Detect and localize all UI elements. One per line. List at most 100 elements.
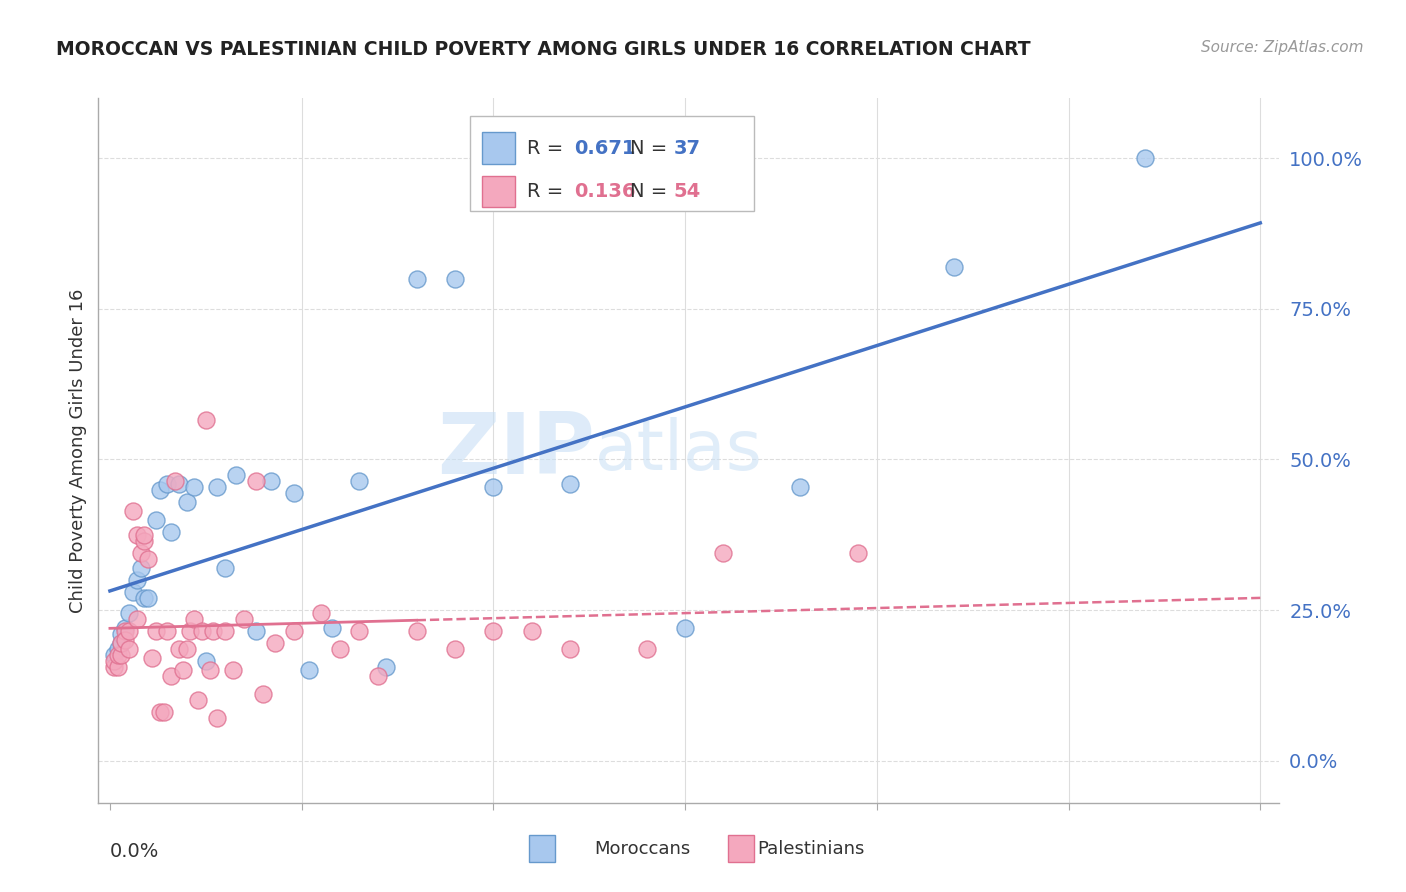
Point <box>134 591 156 605</box>
Point <box>167 642 190 657</box>
Text: Palestinians: Palestinians <box>758 839 865 857</box>
Text: 0.671: 0.671 <box>575 138 636 158</box>
Point <box>167 476 190 491</box>
Point <box>136 591 159 605</box>
Point <box>125 528 148 542</box>
Point <box>558 476 581 491</box>
Point <box>110 648 132 663</box>
Point <box>221 663 243 677</box>
Point <box>156 476 179 491</box>
Point <box>846 546 869 560</box>
Point <box>118 624 141 639</box>
Point <box>156 624 179 639</box>
Point <box>122 585 145 599</box>
Text: atlas: atlas <box>595 417 762 484</box>
Text: 0.136: 0.136 <box>575 182 636 201</box>
Point <box>202 624 225 639</box>
Point <box>114 633 136 648</box>
Point <box>145 513 167 527</box>
Text: ZIP: ZIP <box>437 409 595 492</box>
Point <box>152 706 174 720</box>
Point <box>214 624 236 639</box>
Point <box>103 660 125 674</box>
Point <box>283 624 305 639</box>
FancyBboxPatch shape <box>728 835 754 862</box>
Text: 54: 54 <box>673 182 700 201</box>
Point <box>198 663 221 677</box>
FancyBboxPatch shape <box>482 176 516 207</box>
Text: R =: R = <box>527 182 569 201</box>
Point <box>207 711 229 725</box>
Point <box>558 642 581 657</box>
Point <box>214 561 236 575</box>
Point <box>263 636 285 650</box>
Point <box>260 474 283 488</box>
Point <box>942 260 965 274</box>
Point <box>183 612 205 626</box>
Point <box>145 624 167 639</box>
Point <box>118 642 141 657</box>
Point <box>183 480 205 494</box>
Text: MOROCCAN VS PALESTINIAN CHILD POVERTY AMONG GIRLS UNDER 16 CORRELATION CHART: MOROCCAN VS PALESTINIAN CHILD POVERTY AM… <box>56 40 1031 59</box>
Text: 0.0%: 0.0% <box>110 841 159 861</box>
Point <box>160 669 183 683</box>
Point <box>1135 152 1157 166</box>
Point <box>321 621 343 635</box>
Point <box>444 642 467 657</box>
Point <box>122 504 145 518</box>
Point <box>165 474 187 488</box>
Point <box>713 546 735 560</box>
Point <box>673 621 696 635</box>
Point <box>405 272 427 286</box>
Point <box>136 552 159 566</box>
FancyBboxPatch shape <box>530 835 555 862</box>
Point <box>118 606 141 620</box>
Point <box>187 693 209 707</box>
Point <box>107 642 129 657</box>
Point <box>176 494 198 508</box>
Point <box>125 612 148 626</box>
Point <box>245 474 267 488</box>
Point <box>129 546 152 560</box>
Point <box>789 480 811 494</box>
Point <box>191 624 214 639</box>
Point <box>103 654 125 668</box>
Point <box>329 642 352 657</box>
Point <box>110 636 132 650</box>
Point <box>444 272 467 286</box>
Point <box>141 651 163 665</box>
FancyBboxPatch shape <box>471 116 754 211</box>
FancyBboxPatch shape <box>482 132 516 164</box>
Point <box>309 606 332 620</box>
Point <box>347 624 370 639</box>
Point <box>252 687 274 701</box>
Point <box>367 669 389 683</box>
Point <box>245 624 267 639</box>
Point <box>149 483 172 497</box>
Point <box>160 524 183 539</box>
Point <box>233 612 256 626</box>
Y-axis label: Child Poverty Among Girls Under 16: Child Poverty Among Girls Under 16 <box>69 288 87 613</box>
Text: N =: N = <box>630 138 673 158</box>
Text: R =: R = <box>527 138 569 158</box>
Point <box>110 636 132 650</box>
Point <box>176 642 198 657</box>
Point <box>114 621 136 635</box>
Point <box>129 561 152 575</box>
Point <box>194 413 217 427</box>
Point <box>520 624 543 639</box>
Text: 37: 37 <box>673 138 700 158</box>
Text: Source: ZipAtlas.com: Source: ZipAtlas.com <box>1201 40 1364 55</box>
Point <box>482 624 505 639</box>
Point <box>149 706 172 720</box>
Point <box>134 528 156 542</box>
Point <box>298 663 321 677</box>
Point <box>375 660 398 674</box>
Point <box>207 480 229 494</box>
Point <box>636 642 658 657</box>
Point <box>110 627 132 641</box>
Text: N =: N = <box>630 182 673 201</box>
Point <box>107 660 129 674</box>
Point <box>134 533 156 548</box>
Point <box>103 648 125 663</box>
